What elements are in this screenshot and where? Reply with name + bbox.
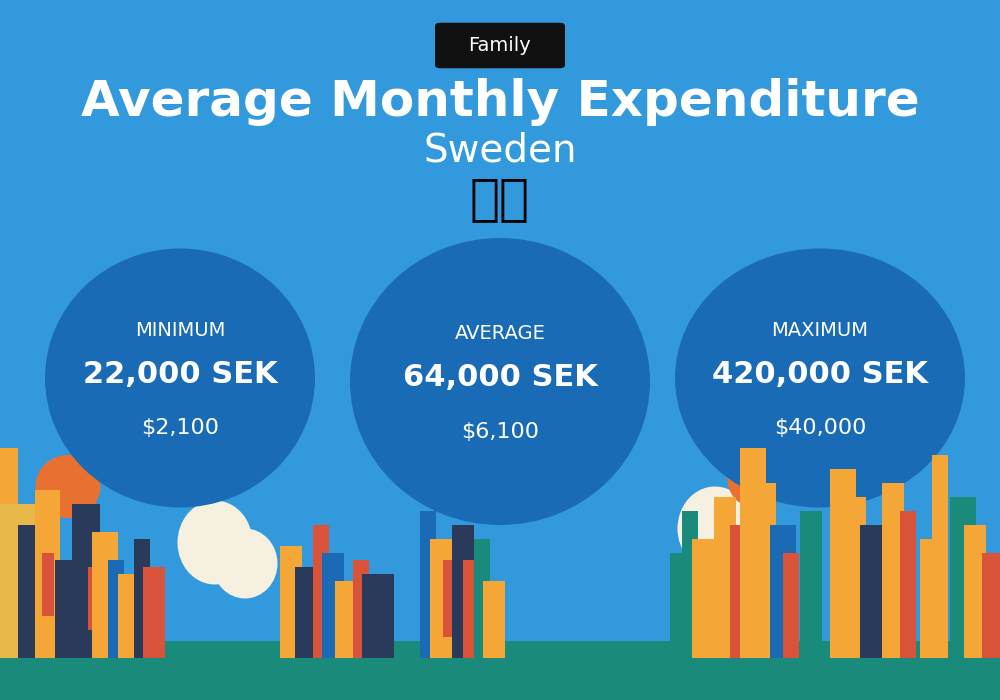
Bar bbox=[882, 483, 904, 658]
Text: $6,100: $6,100 bbox=[461, 422, 539, 442]
Bar bbox=[770, 525, 796, 658]
Text: Average Monthly Expenditure: Average Monthly Expenditure bbox=[81, 78, 919, 125]
Bar bbox=[682, 511, 698, 658]
Bar bbox=[474, 539, 490, 658]
Bar bbox=[134, 539, 150, 658]
Bar bbox=[900, 511, 916, 658]
Bar bbox=[335, 581, 361, 658]
Ellipse shape bbox=[675, 248, 965, 508]
Bar bbox=[313, 525, 329, 658]
Bar bbox=[452, 525, 474, 658]
Ellipse shape bbox=[178, 500, 252, 584]
Bar bbox=[35, 490, 60, 658]
Ellipse shape bbox=[45, 248, 315, 508]
Bar bbox=[118, 574, 142, 658]
Bar bbox=[430, 539, 456, 658]
Ellipse shape bbox=[718, 518, 778, 588]
Bar bbox=[92, 532, 118, 658]
Bar bbox=[730, 525, 746, 658]
Bar bbox=[322, 553, 344, 658]
Text: Sweden: Sweden bbox=[423, 132, 577, 169]
Text: 22,000 SEK: 22,000 SEK bbox=[83, 360, 277, 389]
Bar bbox=[740, 448, 766, 658]
Bar bbox=[950, 497, 976, 658]
Bar bbox=[800, 511, 822, 658]
Bar bbox=[920, 539, 946, 658]
Bar bbox=[353, 560, 369, 658]
Text: Family: Family bbox=[469, 36, 531, 55]
Bar bbox=[55, 560, 85, 658]
Text: AVERAGE: AVERAGE bbox=[455, 324, 545, 344]
Text: 🇸🇪: 🇸🇪 bbox=[470, 176, 530, 223]
Bar bbox=[982, 553, 1000, 658]
Bar bbox=[783, 553, 799, 658]
Text: MAXIMUM: MAXIMUM bbox=[772, 321, 868, 340]
Bar bbox=[420, 511, 436, 658]
Bar bbox=[0, 640, 1000, 700]
Ellipse shape bbox=[36, 455, 100, 518]
Bar bbox=[88, 567, 102, 630]
Bar bbox=[760, 483, 776, 658]
Bar bbox=[143, 567, 165, 658]
Bar bbox=[964, 525, 986, 658]
Bar bbox=[932, 455, 948, 658]
Text: $2,100: $2,100 bbox=[141, 419, 219, 438]
Bar bbox=[0, 448, 18, 658]
Bar bbox=[692, 539, 724, 658]
Bar bbox=[362, 574, 394, 658]
Ellipse shape bbox=[350, 238, 650, 525]
Bar bbox=[108, 560, 124, 658]
Text: 420,000 SEK: 420,000 SEK bbox=[712, 360, 928, 389]
Bar bbox=[830, 469, 856, 658]
Bar bbox=[483, 581, 505, 658]
Bar bbox=[0, 504, 38, 658]
FancyBboxPatch shape bbox=[435, 22, 565, 69]
Bar bbox=[443, 560, 459, 637]
Bar bbox=[463, 560, 485, 658]
Bar bbox=[860, 525, 892, 658]
Text: 64,000 SEK: 64,000 SEK bbox=[403, 363, 597, 393]
Bar bbox=[42, 553, 54, 616]
Text: MINIMUM: MINIMUM bbox=[135, 321, 225, 340]
Bar bbox=[295, 567, 321, 658]
Bar bbox=[72, 504, 100, 658]
Bar bbox=[670, 553, 696, 658]
Bar bbox=[18, 525, 40, 658]
Ellipse shape bbox=[678, 486, 753, 570]
Ellipse shape bbox=[212, 528, 278, 598]
Bar bbox=[850, 497, 866, 658]
Bar bbox=[714, 497, 736, 658]
Text: $40,000: $40,000 bbox=[774, 419, 866, 438]
Ellipse shape bbox=[728, 452, 782, 508]
Bar bbox=[280, 546, 302, 658]
